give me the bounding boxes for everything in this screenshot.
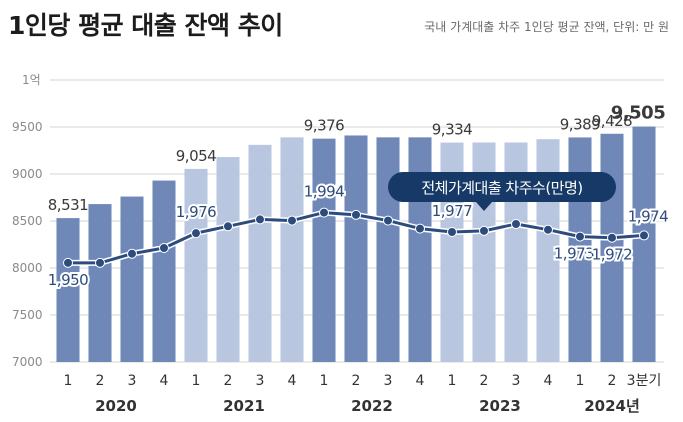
line-value-label: 1,950 xyxy=(48,271,88,289)
bar-value-label: 9,389 xyxy=(560,115,600,133)
x-tick-label: 2 xyxy=(608,373,617,389)
x-tick-label: 4 xyxy=(544,373,553,389)
line-point xyxy=(447,227,457,237)
bar xyxy=(312,138,336,362)
line-point xyxy=(63,257,73,268)
x-tick-label: 3 xyxy=(256,373,265,389)
x-tick-label: 4 xyxy=(288,373,297,389)
x-tick-label: 1 xyxy=(192,373,201,389)
bar-value-label: 9,428 xyxy=(592,112,632,130)
bar xyxy=(184,168,208,362)
bar-value-label: 9,376 xyxy=(304,117,344,135)
x-tick-label: 2 xyxy=(224,373,233,389)
line-value-label: 1,973 xyxy=(554,245,594,263)
line-point xyxy=(543,224,553,235)
callout-pointer xyxy=(476,202,492,211)
x-tick-label: 3 xyxy=(384,373,393,389)
line-point xyxy=(287,215,297,226)
x-tick-label: 1 xyxy=(64,373,73,389)
x-tick-label: 4 xyxy=(416,373,425,389)
bar xyxy=(376,137,400,362)
y-tick-label: 7000 xyxy=(12,355,43,369)
line-value-label: 1,972 xyxy=(592,246,632,264)
line-value-label: 1,977 xyxy=(432,202,472,220)
x-year-label: 2023 xyxy=(479,397,521,415)
line-point xyxy=(255,214,265,225)
line-point xyxy=(415,223,425,234)
line-point xyxy=(223,221,233,232)
x-year-label: 2020 xyxy=(95,397,137,415)
bar xyxy=(88,204,112,362)
bar-value-label: 9,505 xyxy=(611,103,665,124)
line-point xyxy=(511,219,521,229)
x-year-label: 2021 xyxy=(223,397,265,415)
series-legend-label: 전체가계대출 차주수(만명) xyxy=(421,179,582,197)
x-tick-label: 1 xyxy=(320,373,329,389)
bar xyxy=(248,144,272,362)
y-tick-label: 1억 xyxy=(22,73,41,87)
bar xyxy=(344,135,368,362)
line-value-label: 1,994 xyxy=(304,183,344,201)
line-point xyxy=(95,257,105,268)
line-point xyxy=(607,232,617,243)
line-point xyxy=(127,248,137,259)
line-point xyxy=(575,231,585,242)
x-tick-label: 2 xyxy=(480,373,489,389)
x-tick-label: 3 xyxy=(512,373,521,389)
line-point xyxy=(479,225,489,236)
bar xyxy=(152,180,176,362)
y-tick-label: 9000 xyxy=(12,167,43,181)
x-year-label: 2024년 xyxy=(584,397,640,415)
bar xyxy=(408,137,432,362)
y-tick-label: 9500 xyxy=(12,120,43,134)
y-tick-label: 8500 xyxy=(12,214,43,228)
bar-value-label: 9,334 xyxy=(432,121,472,139)
line-value-label: 1,976 xyxy=(176,203,216,221)
bar-value-label: 9,054 xyxy=(176,147,216,165)
y-tick-label: 7500 xyxy=(12,308,43,322)
line-point xyxy=(383,215,393,226)
line-point xyxy=(159,243,169,253)
x-tick-label: 4 xyxy=(160,373,169,389)
line-point xyxy=(191,228,201,239)
bar-value-label: 8,531 xyxy=(48,196,88,214)
y-tick-label: 8000 xyxy=(12,261,43,275)
line-point xyxy=(639,230,649,241)
chart-subtitle: 국내 가계대출 차주 1인당 평균 잔액, 단위: 만 원 xyxy=(424,20,669,34)
x-tick-label: 3분기 xyxy=(627,373,662,389)
x-tick-label: 1 xyxy=(448,373,457,389)
line-value-label: 1,974 xyxy=(628,207,668,225)
x-tick-label: 1 xyxy=(576,373,585,389)
line-point xyxy=(319,207,329,218)
bar xyxy=(120,196,144,362)
callout-bubble xyxy=(388,172,616,202)
bar xyxy=(216,157,240,362)
x-tick-label: 2 xyxy=(352,373,361,389)
line-point xyxy=(351,209,361,220)
x-tick-label: 2 xyxy=(96,373,105,389)
bar xyxy=(56,218,80,362)
bar xyxy=(280,137,304,362)
x-tick-label: 3 xyxy=(128,373,137,389)
chart-title: 1인당 평균 대출 잔액 추이 xyxy=(8,11,283,40)
x-year-label: 2022 xyxy=(351,397,393,415)
bar xyxy=(632,126,656,362)
